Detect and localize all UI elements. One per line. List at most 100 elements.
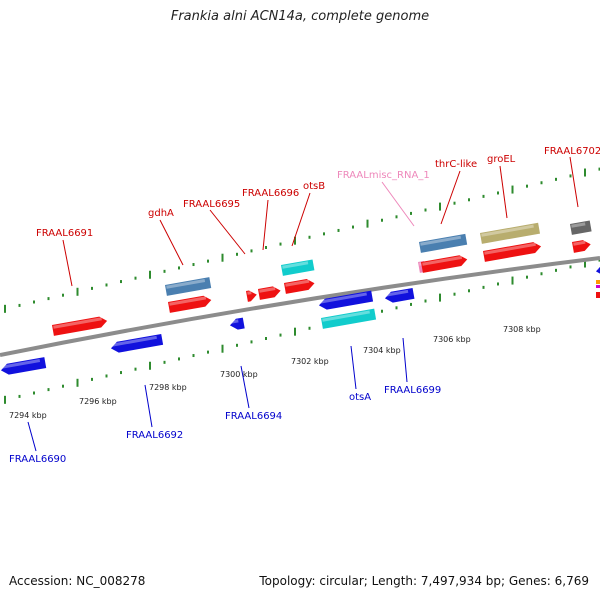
- label-leader-line: [240, 365, 250, 409]
- label-leader-line: [144, 384, 153, 428]
- scale-tick-label: 7294 kbp: [9, 411, 47, 420]
- gene-fraal6694-highlight: [230, 319, 239, 324]
- gene-otsb-shape: [284, 279, 315, 294]
- gene-fraal6696[interactable]: [258, 285, 282, 300]
- gene-otsb-highlight: [285, 279, 310, 287]
- gene-otsb-product[interactable]: [281, 259, 315, 276]
- label-leader-line: [159, 219, 184, 266]
- gene-fraal6692-shape: [110, 333, 164, 353]
- gene-edge-reverse[interactable]: [595, 264, 600, 277]
- forward-gene-label[interactable]: groEL: [487, 154, 516, 165]
- gene-gdha[interactable]: [168, 295, 212, 313]
- gene-groel-product[interactable]: [480, 222, 541, 244]
- forward-gene-label[interactable]: FRAALmisc_RNA_1: [337, 170, 430, 181]
- gene-otsb-product-shape: [281, 259, 315, 276]
- gene-fraal6702-product-shape: [570, 220, 592, 235]
- label-leader-line: [381, 181, 415, 227]
- gene-fraal6691[interactable]: [52, 315, 108, 336]
- gene-fraal6696-highlight: [259, 287, 276, 293]
- gene-otsa[interactable]: [318, 290, 374, 311]
- gene-otsb[interactable]: [284, 278, 315, 294]
- gene-fraal6692-highlight: [111, 335, 157, 347]
- gene-otsa-product-highlight: [322, 310, 370, 322]
- reverse-gene-label[interactable]: FRAAL6699: [384, 385, 441, 396]
- gene-gdha-shape: [168, 295, 212, 313]
- gene-fraal6690-highlight: [1, 359, 41, 369]
- reverse-gene-label[interactable]: FRAAL6690: [9, 454, 66, 465]
- gene-groel[interactable]: [483, 241, 542, 262]
- gene-fraal6695[interactable]: [246, 289, 258, 302]
- gene-thrc-like-product[interactable]: [419, 233, 468, 253]
- label-leader-line: [499, 165, 508, 219]
- genome-backbone: [0, 256, 600, 357]
- edge-marker-orange: [596, 280, 600, 284]
- scale-tick-label: 7298 kbp: [149, 383, 187, 392]
- label-leader-line: [209, 209, 246, 255]
- gene-fraal6702-product-highlight: [571, 222, 586, 228]
- gene-fraal6695-shape: [246, 290, 257, 302]
- gene-gdha-highlight: [169, 296, 207, 306]
- scale-tick-label: 7304 kbp: [363, 346, 401, 355]
- gene-gdha-product[interactable]: [165, 277, 212, 296]
- reverse-gene-label[interactable]: FRAAL6692: [126, 430, 183, 441]
- scale-tick-label: 7300 kbp: [220, 370, 258, 379]
- gene-thrc-like-shape: [421, 255, 468, 273]
- gene-fraal6702-product[interactable]: [570, 220, 592, 235]
- gene-fraal6692[interactable]: [110, 333, 164, 354]
- gene-fraal6691-shape: [52, 316, 108, 336]
- gene-fraal6702[interactable]: [572, 239, 592, 253]
- gene-fraal6696-shape: [258, 286, 281, 300]
- gene-fraal6694[interactable]: [229, 317, 245, 331]
- scale-tick-label: 7306 kbp: [433, 335, 471, 344]
- gene-fraal6690[interactable]: [0, 357, 47, 376]
- gene-thrc-like[interactable]: [421, 254, 468, 273]
- gene-otsa-shape: [318, 290, 374, 310]
- forward-gene-label[interactable]: FRAAL6696: [242, 188, 299, 199]
- label-leader-line: [27, 421, 37, 452]
- gene-otsa-product-shape: [321, 308, 377, 329]
- gene-fraalmisc-rna-1-highlight: [419, 262, 422, 266]
- edge-marker-red: [596, 292, 600, 298]
- forward-gene-label[interactable]: FRAAL6695: [183, 199, 240, 210]
- gene-otsa-highlight: [319, 292, 367, 304]
- gene-gdha-product-shape: [165, 277, 212, 296]
- gene-otsa-product[interactable]: [321, 308, 377, 329]
- reverse-gene-label[interactable]: otsA: [349, 392, 371, 403]
- forward-gene-label[interactable]: FRAAL6691: [36, 228, 93, 239]
- gene-groel-highlight: [484, 242, 536, 255]
- gene-otsb-product-highlight: [282, 261, 309, 269]
- forward-gene-label[interactable]: otsB: [303, 181, 325, 192]
- genome-summary-text: Topology: circular; Length: 7,497,934 bp…: [259, 574, 589, 588]
- gene-fraal6694-shape: [229, 317, 245, 330]
- scale-tick-label: 7308 kbp: [503, 325, 541, 334]
- gene-groel-shape: [483, 242, 542, 262]
- reverse-gene-label[interactable]: FRAAL6694: [225, 411, 282, 422]
- label-leader-line: [62, 239, 73, 287]
- label-leader-line: [291, 192, 311, 247]
- scale-tick-label: 7302 kbp: [291, 357, 329, 366]
- forward-gene-label[interactable]: gdhA: [148, 208, 174, 219]
- gene-fraal6699-highlight: [385, 289, 409, 297]
- gene-groel-product-shape: [480, 222, 541, 244]
- gene-groel-product-highlight: [481, 224, 534, 237]
- gene-fraal6690-shape: [0, 357, 47, 375]
- gene-thrc-like-product-highlight: [420, 235, 462, 246]
- label-leader-line: [350, 345, 357, 390]
- scale-tick-label: 7296 kbp: [79, 397, 117, 406]
- label-leader-line: [402, 337, 408, 383]
- gene-fraal6699-shape: [384, 287, 415, 303]
- map-title: Frankia alni ACN14a, complete genome: [170, 9, 430, 24]
- gene-fraal6695-highlight: [247, 291, 252, 295]
- gene-fraal6702-highlight: [573, 240, 586, 246]
- label-leader-line: [262, 199, 269, 251]
- gene-gdha-product-highlight: [166, 279, 206, 289]
- label-leader-line: [569, 156, 579, 208]
- gene-fraal6699[interactable]: [384, 287, 415, 304]
- reverse-tick-row: [4, 258, 600, 404]
- edge-marker-magenta: [596, 285, 600, 288]
- gene-thrc-like-product-shape: [419, 233, 468, 253]
- forward-gene-label[interactable]: FRAAL6702: [544, 146, 600, 157]
- forward-gene-label[interactable]: thrC-like: [435, 159, 477, 170]
